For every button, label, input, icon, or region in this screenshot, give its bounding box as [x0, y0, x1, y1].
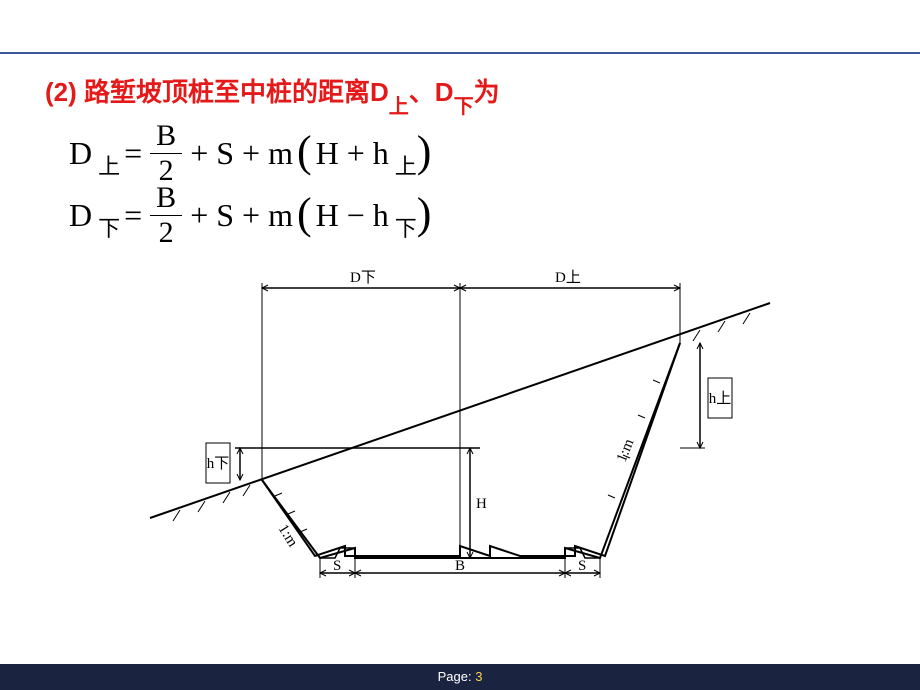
f1-op: +	[343, 135, 369, 172]
f1-m: m	[264, 135, 297, 172]
f1-lhs-var: D	[65, 135, 96, 172]
f2-plus2: +	[238, 197, 264, 234]
f2-fraction: B 2	[150, 183, 182, 248]
f2-op: −	[343, 197, 369, 234]
f2-lhs-sub: 下	[98, 211, 120, 243]
heading-sub-up: 上	[389, 96, 409, 118]
heading-sub-down: 下	[454, 96, 474, 118]
heading-mid: 、D	[409, 77, 454, 107]
label-D-up: D上	[555, 269, 581, 286]
footer-label: Page:	[438, 669, 472, 684]
formula-2: D 下 = B 2 + S + m ( H − h 下 )	[65, 187, 875, 243]
f2-lhs-var: D	[65, 197, 96, 234]
f1-plus1: +	[186, 135, 212, 172]
f2-H: H	[312, 197, 343, 234]
formula-1: D 上 = B 2 + S + m ( H + h 上 )	[65, 125, 875, 181]
f2-rparen: )	[417, 188, 432, 239]
label-H: H	[476, 496, 487, 512]
f1-S: S	[212, 135, 238, 172]
heading-suffix: 为	[474, 77, 500, 107]
label-slope-right: 1:m	[614, 437, 638, 465]
cutting-cross-section-diagram: D下 D上 H h上	[140, 258, 780, 578]
f2-num: B	[150, 183, 182, 216]
section-heading: (2) 路堑坡顶桩至中桩的距离D上、D下为	[45, 72, 875, 113]
content-area: (2) 路堑坡顶桩至中桩的距离D上、D下为 D 上 = B 2 + S + m …	[0, 54, 920, 583]
f1-h: h	[369, 135, 393, 172]
f1-eq: =	[120, 135, 146, 172]
top-band	[0, 0, 920, 54]
f2-plus1: +	[186, 197, 212, 234]
f2-lparen: (	[297, 188, 312, 239]
f1-H: H	[312, 135, 343, 172]
f2-S: S	[212, 197, 238, 234]
heading-prefix: (2) 路堑坡顶桩至中桩的距离D	[45, 77, 389, 107]
f1-plus2: +	[238, 135, 264, 172]
diagram-wrap: D下 D上 H h上	[45, 258, 875, 583]
f1-num: B	[150, 121, 182, 154]
label-S-right: S	[578, 558, 586, 574]
formula-block: D 上 = B 2 + S + m ( H + h 上 ) D 下 = B 2	[65, 125, 875, 243]
label-D-down: D下	[350, 270, 376, 286]
label-S-left: S	[333, 558, 341, 574]
f2-den: 2	[159, 216, 174, 248]
label-B: B	[455, 558, 465, 574]
f1-hsub: 上	[395, 149, 417, 181]
f2-eq: =	[120, 197, 146, 234]
label-h-down: h下	[207, 456, 230, 472]
f1-lhs-sub: 上	[98, 149, 120, 181]
f1-fraction: B 2	[150, 121, 182, 186]
f2-h: h	[369, 197, 393, 234]
f2-m: m	[264, 197, 297, 234]
f2-hsub: 下	[395, 211, 417, 243]
f1-rparen: )	[417, 126, 432, 177]
label-h-up: h上	[709, 390, 732, 407]
f1-lparen: (	[297, 126, 312, 177]
footer-page-number: 3	[475, 669, 482, 684]
footer-bar: Page: 3	[0, 664, 920, 690]
